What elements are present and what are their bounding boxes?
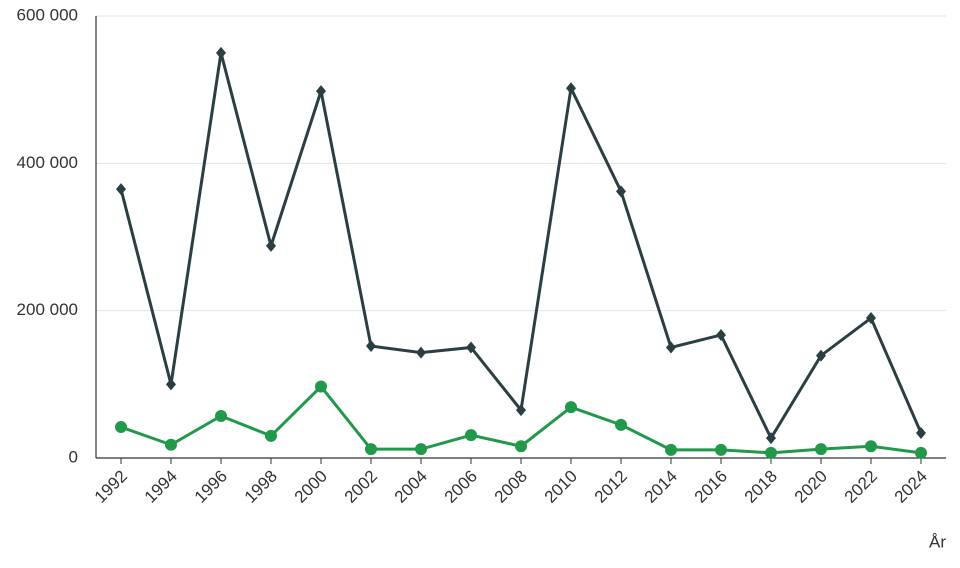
- point: [166, 378, 176, 391]
- point: [365, 443, 377, 456]
- point: [665, 443, 677, 456]
- point: [916, 426, 926, 439]
- point: [515, 440, 527, 453]
- point: [165, 438, 177, 451]
- point: [415, 443, 427, 456]
- x-tick-label: 2024: [891, 467, 931, 507]
- y-tick-label: 600 000: [17, 5, 78, 24]
- x-tick-label: 1992: [91, 467, 131, 507]
- point: [716, 328, 726, 341]
- point: [666, 341, 676, 354]
- x-tick-label: 1994: [141, 467, 181, 507]
- point: [865, 440, 877, 453]
- point: [565, 401, 577, 414]
- x-tick-label: 2014: [641, 467, 681, 507]
- point: [915, 446, 927, 459]
- x-tick-label: 2020: [791, 467, 831, 507]
- point: [416, 346, 426, 359]
- point: [266, 239, 276, 252]
- y-tick-label: 0: [69, 447, 78, 466]
- x-tick-label: 2018: [741, 467, 781, 507]
- point: [615, 418, 627, 431]
- y-tick-label: 400 000: [17, 153, 78, 172]
- x-tick-label: 2000: [291, 467, 331, 507]
- point: [766, 432, 776, 445]
- x-tick-label: 2012: [591, 467, 631, 507]
- point: [315, 380, 327, 393]
- point: [715, 443, 727, 456]
- point: [265, 429, 277, 442]
- point: [366, 340, 376, 353]
- y-tick-label: 200 000: [17, 300, 78, 319]
- x-axis-label: År: [929, 532, 946, 551]
- point: [616, 185, 626, 198]
- x-tick-label: 2004: [391, 467, 431, 507]
- point: [516, 404, 526, 417]
- point: [215, 410, 227, 423]
- x-tick-label: 1998: [241, 467, 281, 507]
- series-line: [119, 52, 923, 442]
- x-tick-label: 1996: [191, 467, 231, 507]
- point: [866, 312, 876, 325]
- point: [465, 429, 477, 442]
- point: [116, 183, 126, 196]
- point: [566, 82, 576, 95]
- x-tick-label: 2008: [491, 467, 531, 507]
- x-tick-label: 2016: [691, 467, 731, 507]
- point: [216, 46, 226, 59]
- point: [815, 443, 827, 456]
- point: [816, 349, 826, 362]
- x-tick-label: 2010: [541, 467, 581, 507]
- x-tick-label: 2022: [841, 467, 881, 507]
- x-tick-label: 2002: [341, 467, 381, 507]
- point: [115, 421, 127, 434]
- point: [316, 85, 326, 98]
- point: [765, 446, 777, 459]
- x-tick-label: 2006: [441, 467, 481, 507]
- point: [466, 341, 476, 354]
